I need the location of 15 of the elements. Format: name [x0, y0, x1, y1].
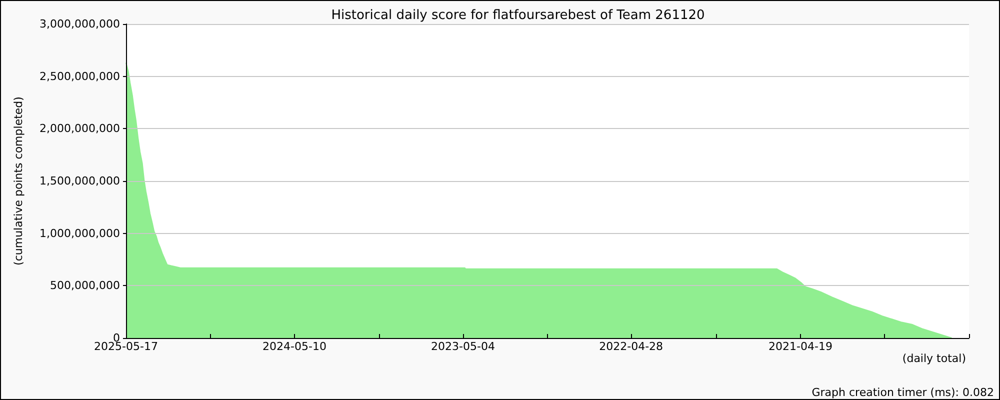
chart-title: Historical daily score for flatfoursarebest of Team 261120 — [331, 8, 705, 23]
y-tick-label: 1,000,000,000 — [40, 226, 120, 240]
x-tick-label: 2023-05-04 — [431, 340, 495, 353]
x-tick-label: 2022-04-28 — [599, 340, 664, 353]
x-axis-title: (daily total) — [902, 352, 966, 365]
text: Graph creation timer (ms): 0.082 — [812, 386, 994, 399]
y-tick-label: 1,500,000,000 — [40, 174, 120, 188]
y-axis-title: (cumulative points completed) — [12, 96, 25, 266]
y-tick-label: 2,500,000,000 — [40, 70, 120, 83]
y-tick-label: 3,000,000,000 — [40, 18, 120, 30]
y-tick-label: 500,000,000 — [50, 279, 120, 292]
x-tick-label: 2021-04-19 — [768, 340, 832, 353]
y-tick-label: 2,000,000,000 — [40, 122, 120, 136]
x-tick-label: 2024-05-10 — [262, 340, 326, 353]
x-tick-label: 2025-05-17 — [94, 340, 158, 353]
